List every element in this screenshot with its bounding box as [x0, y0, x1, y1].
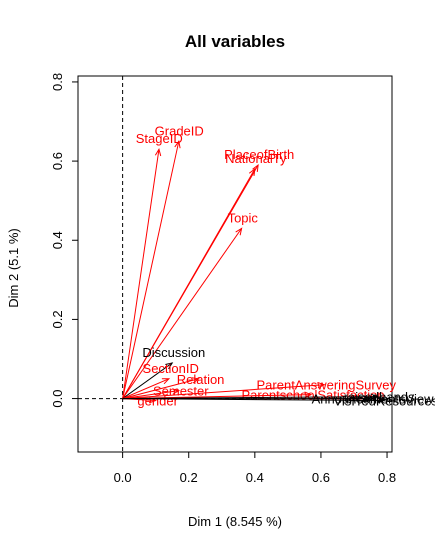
variable-arrowhead: [174, 140, 181, 149]
variable-label: AnnouncementsView: [312, 392, 435, 407]
variable-arrowhead: [191, 377, 200, 384]
variable-arrowhead: [377, 397, 386, 404]
variable-arrow: [122, 362, 173, 399]
x-tick-label: 0.6: [312, 470, 330, 485]
x-tick-label: 0.0: [114, 470, 132, 485]
variable-arrowhead: [248, 167, 256, 177]
variable-arrowhead: [161, 378, 171, 385]
variable-arrowhead: [154, 147, 162, 157]
variable-arrow: [122, 398, 384, 402]
variable-label: SectionID: [143, 361, 199, 376]
variable-label: ParentAnsweringSurvey: [257, 378, 397, 393]
variable-arrow: [122, 378, 199, 400]
variable-label: Relation: [177, 372, 225, 387]
variable-arrow: [122, 141, 180, 399]
variable-arrow: [122, 149, 160, 399]
variable-arrow: [122, 378, 170, 400]
variable-arrowhead: [235, 227, 243, 236]
variable-arrow: [122, 228, 243, 399]
variable-label: StageID: [136, 131, 183, 146]
x-tick-label: 0.4: [246, 470, 264, 485]
y-tick-label: 0.6: [50, 152, 65, 170]
variable-label: PlaceofBirth: [224, 147, 294, 162]
x-axis-label: Dim 1 (8.545 %): [188, 514, 282, 529]
variable-arrowhead: [165, 362, 174, 370]
variable-arrow: [122, 384, 325, 400]
variable-label: GradeID: [155, 123, 204, 138]
plot-frame: [77, 75, 393, 453]
variable-label: Topic: [228, 210, 259, 225]
variable-arrowhead: [317, 381, 326, 389]
variable-arrowhead: [304, 391, 313, 398]
y-tick-label: 0.4: [50, 231, 65, 249]
variable-arrowhead: [370, 393, 379, 400]
variable-arrowhead: [171, 388, 181, 395]
x-tick-label: 0.8: [378, 470, 396, 485]
variable-arrow: [122, 168, 256, 399]
variable-arrowhead: [252, 163, 259, 173]
variable-label: Discussion: [142, 345, 205, 360]
variable-label: NationalTy: [225, 151, 287, 166]
y-tick-label: 0.8: [50, 73, 65, 91]
chart-title: All variables: [185, 32, 285, 51]
x-tick-label: 0.2: [180, 470, 198, 485]
variable-label: gender: [137, 394, 178, 409]
variable-label: Semester: [153, 384, 209, 399]
plot-area: 0.0 0.2 0.4 0.6 0.8 0.0 0.2 0.4 0.6 0.8 GradeIDSta…: [50, 73, 435, 485]
y-axis-label: Dim 2 (5.1 %): [6, 228, 21, 307]
y-tick-label: 0.0: [50, 390, 65, 408]
variable-arrow: [122, 390, 179, 400]
y-tick-label: 0.2: [50, 310, 65, 328]
variable-label: VisITedResources: [333, 394, 435, 409]
